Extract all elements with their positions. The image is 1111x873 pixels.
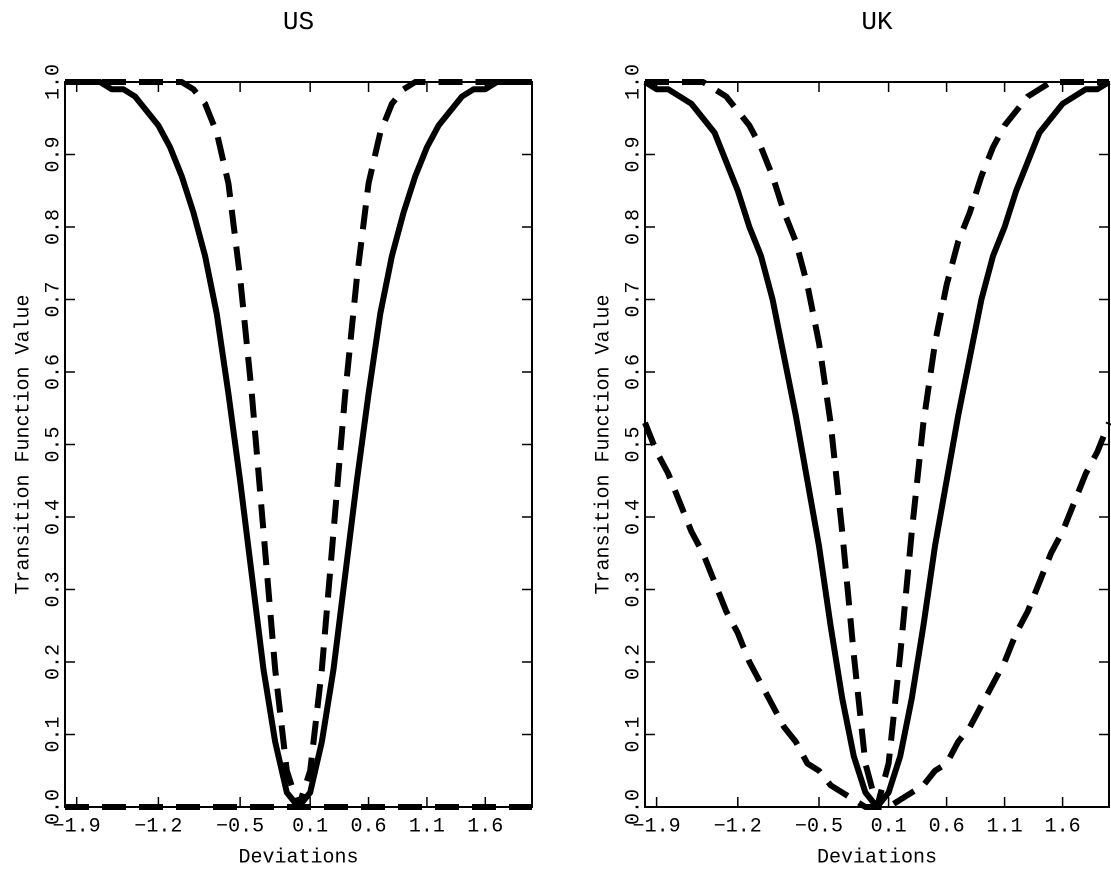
x-tick-label: −1.9 [53, 815, 101, 838]
y-tick-label: 0.4 [42, 499, 65, 535]
x-axis-label: Deviations [817, 846, 937, 869]
y-tick-label: 0.8 [622, 209, 645, 245]
y-tick-label: 1.0 [622, 64, 645, 100]
x-tick-label: −1.9 [633, 815, 681, 838]
y-tick-label: 0.5 [622, 426, 645, 462]
y-tick-label: 1.0 [42, 64, 65, 100]
x-axis-label: Deviations [238, 846, 358, 869]
y-tick-label: 0.3 [622, 571, 645, 607]
line-series [645, 79, 1109, 810]
y-axis-label: Transition Function Value [12, 294, 35, 594]
y-tick-label: 0.7 [622, 281, 645, 317]
line-series [65, 79, 532, 810]
plot-frame [64, 81, 533, 808]
x-tick-label: 1.1 [987, 815, 1023, 838]
x-tick-label: 0.6 [351, 815, 387, 838]
chart-title: UK [861, 7, 893, 37]
y-tick-label: 0.5 [42, 426, 65, 462]
x-tick-label: 1.1 [409, 815, 445, 838]
y-tick-label: 0.1 [42, 716, 65, 752]
x-tick-label: 1.6 [467, 815, 503, 838]
y-tick-label: 0.1 [622, 716, 645, 752]
y-tick-label: 0.6 [42, 354, 65, 390]
line-series [643, 79, 1111, 810]
x-tick-label: 0.1 [292, 815, 328, 838]
x-tick-label: −0.5 [216, 815, 264, 838]
x-tick-label: 0.1 [871, 815, 907, 838]
y-tick-label: 0.4 [622, 499, 645, 535]
y-tick-label: 0.3 [42, 571, 65, 607]
y-tick-label: 0.9 [42, 136, 65, 172]
x-tick-label: −0.5 [795, 815, 843, 838]
y-tick-label: 0.7 [42, 281, 65, 317]
x-tick-label: −1.2 [714, 815, 762, 838]
y-tick-label: 0.6 [622, 354, 645, 390]
line-series [65, 79, 532, 810]
x-tick-label: 0.6 [929, 815, 965, 838]
y-axis-label: Transition Function Value [592, 294, 615, 594]
y-tick-label: 0.0 [622, 789, 645, 825]
y-tick-label: 0.8 [42, 209, 65, 245]
plot-frame [644, 81, 1110, 808]
chart-title: US [283, 7, 314, 37]
line-series [642, 421, 1111, 810]
x-tick-label: −1.2 [134, 815, 182, 838]
x-tick-label: 1.6 [1045, 815, 1081, 838]
y-tick-label: 0.2 [622, 644, 645, 680]
y-tick-label: 0.9 [622, 136, 645, 172]
y-tick-label: 0.2 [42, 644, 65, 680]
y-tick-label: 0.0 [42, 789, 65, 825]
